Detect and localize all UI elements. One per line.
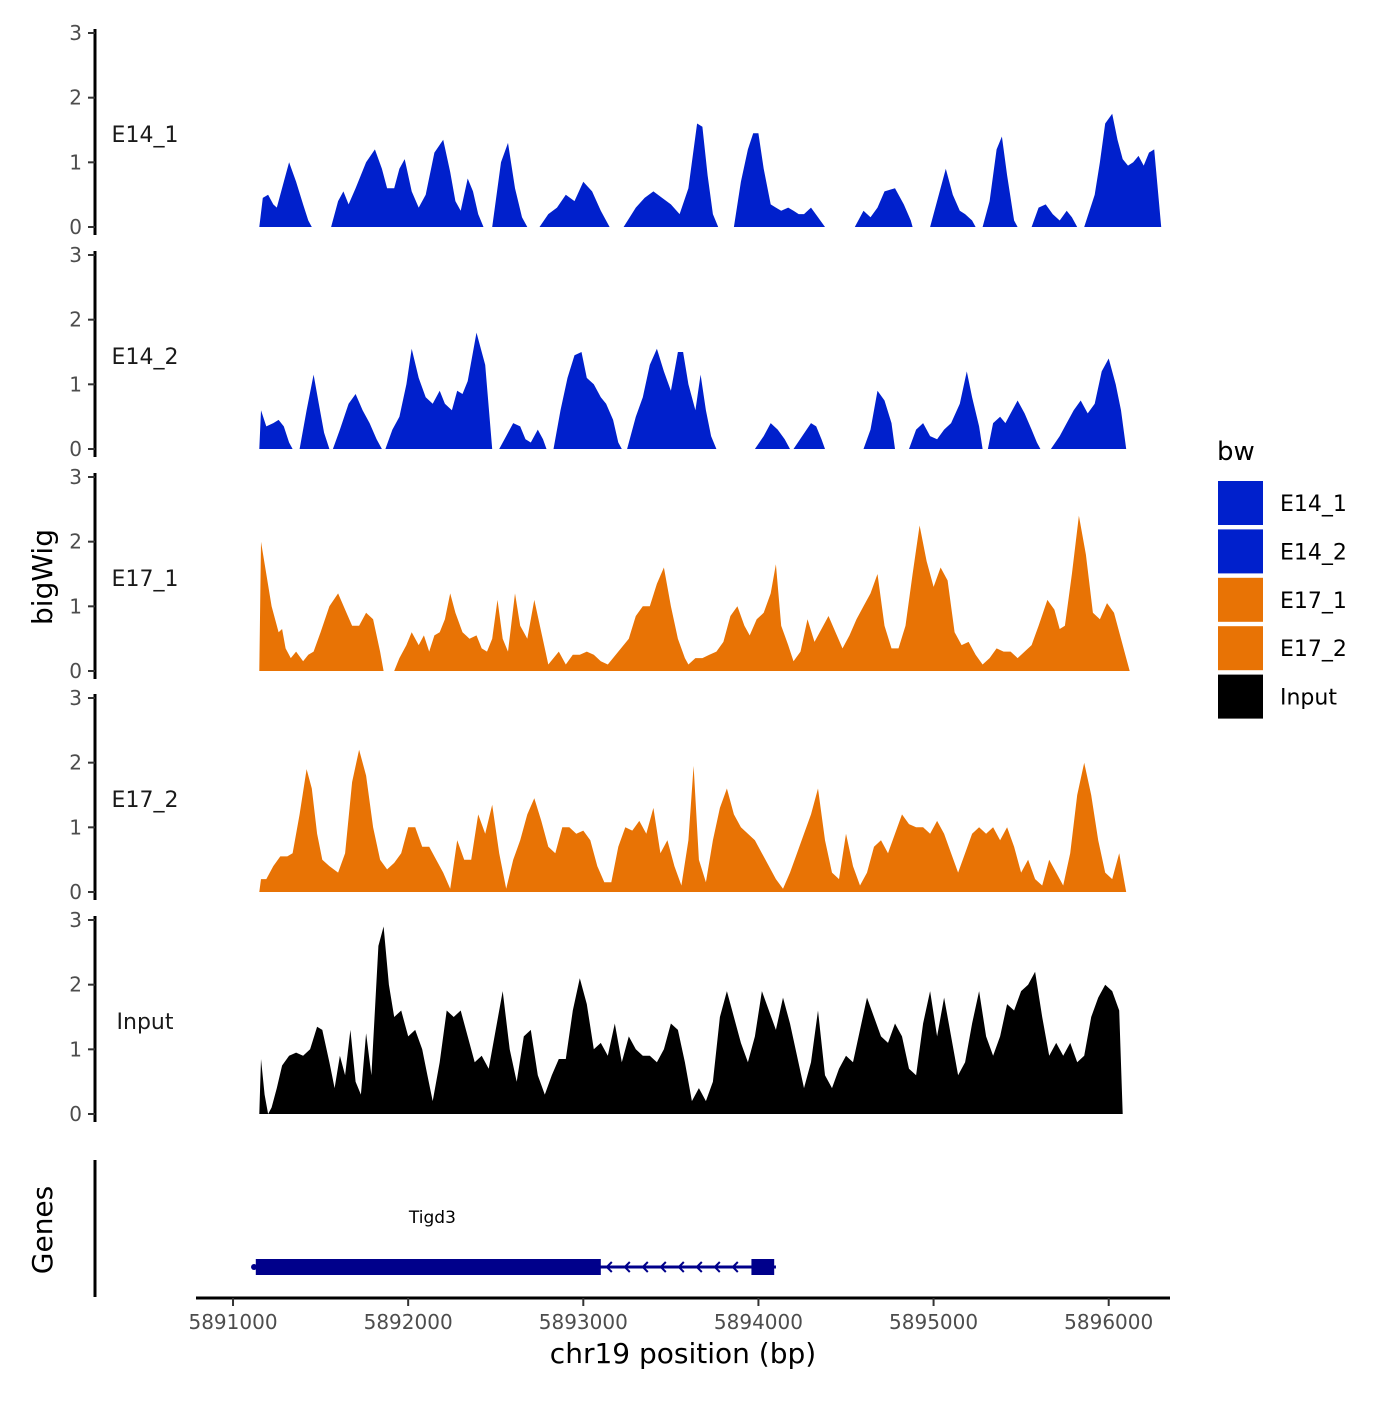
- strand-arrow: [713, 1261, 721, 1273]
- strand-arrow: [641, 1261, 649, 1273]
- legend-label: E17_1: [1280, 589, 1347, 614]
- y-tick-label: 3: [69, 21, 82, 45]
- y-tick-label: 3: [69, 465, 82, 489]
- legend-swatch: [1218, 674, 1263, 719]
- x-tick-label: 5892000: [364, 1310, 453, 1334]
- signal-area: [259, 332, 1127, 449]
- gene-exon-block: [751, 1259, 775, 1275]
- legend-swatch: [1218, 626, 1263, 671]
- y-tick-label: 2: [69, 308, 82, 332]
- y-tick-label: 3: [69, 243, 82, 267]
- legend-label: E14_2: [1280, 540, 1347, 565]
- x-tick-label: 5895000: [889, 1310, 978, 1334]
- x-tick-label: 5896000: [1064, 1310, 1153, 1334]
- panel-e17-1: 0 1 2 3 E17_1: [69, 465, 1130, 683]
- strand-arrow: [731, 1261, 739, 1273]
- gene-label: Tigd3: [408, 1208, 456, 1228]
- strand-arrow: [605, 1261, 613, 1273]
- x-tick-label: 5894000: [714, 1310, 803, 1334]
- legend-swatch: [1218, 481, 1263, 525]
- y-tick-label: 0: [69, 215, 82, 239]
- panel-label: E17_2: [112, 788, 179, 813]
- y-tick-label: 3: [69, 908, 82, 932]
- genes-layer: Tigd3: [93, 1160, 776, 1297]
- y-tick-label: 0: [69, 880, 82, 904]
- panel-e14-1: 0 1 2 3 E14_1: [69, 21, 1162, 239]
- y-tick-label: 1: [69, 372, 82, 396]
- gene-start-dot: [251, 1264, 258, 1270]
- y-tick-label: 3: [69, 686, 82, 710]
- panel-input: 0 1 2 3 Input: [69, 908, 1123, 1126]
- y-tick-label: 2: [69, 530, 82, 554]
- panels-layer: 0 1 2 3 E14_1 0 1 2 3 E14_2 0 1 2 3 E17_1 0 1 2 3 E17_2 0 1 2 3…: [69, 21, 1162, 1126]
- gene-exon-block: [255, 1259, 601, 1275]
- y-tick-label: 1: [69, 815, 82, 839]
- y-tick-label: 2: [69, 86, 82, 110]
- y-tick-label: 2: [69, 973, 82, 997]
- y-tick-label: 0: [69, 437, 82, 461]
- legend-swatch: [1218, 529, 1263, 574]
- x-tick-label: 5893000: [539, 1310, 628, 1334]
- panel-e17-2: 0 1 2 3 E17_2: [69, 686, 1127, 904]
- signal-area: [259, 749, 1127, 892]
- strand-arrow: [623, 1261, 631, 1273]
- x-tick-label: 5891000: [188, 1310, 277, 1334]
- panel-label: Input: [117, 1010, 174, 1035]
- signal-area: [259, 113, 1162, 227]
- y-axis-title: bigWig: [26, 529, 59, 625]
- strand-arrow: [659, 1261, 667, 1273]
- legend-swatch: [1218, 577, 1263, 622]
- panel-label: E14_1: [112, 123, 179, 148]
- legend: bw E14_1 E14_2 E17_1 E17_2 Input: [1217, 437, 1347, 719]
- y-tick-label: 1: [69, 594, 82, 618]
- y-tick-label: 2: [69, 751, 82, 775]
- legend-title: bw: [1217, 437, 1255, 467]
- x-axis: 5891000 5892000 5893000 5894000 5895000 58960…: [188, 1296, 1170, 1334]
- signal-area: [259, 926, 1123, 1114]
- legend-label: E17_2: [1280, 637, 1347, 662]
- signal-area: [259, 515, 1130, 671]
- panel-label: E14_2: [112, 345, 179, 370]
- genes-track-title: Genes: [26, 1186, 59, 1274]
- y-tick-label: 1: [69, 1037, 82, 1061]
- y-tick-label: 0: [69, 1102, 82, 1126]
- strand-arrow: [695, 1261, 703, 1273]
- legend-label: Input: [1280, 686, 1337, 711]
- panel-e14-2: 0 1 2 3 E14_2: [69, 243, 1127, 461]
- legend-label: E14_1: [1280, 492, 1347, 517]
- y-tick-label: 0: [69, 659, 82, 683]
- panel-label: E17_1: [112, 567, 179, 592]
- strand-arrow: [677, 1261, 685, 1273]
- y-tick-label: 1: [69, 150, 82, 174]
- x-axis-title: chr19 position (bp): [550, 1337, 816, 1370]
- gene-tigd3: Tigd3: [251, 1208, 776, 1275]
